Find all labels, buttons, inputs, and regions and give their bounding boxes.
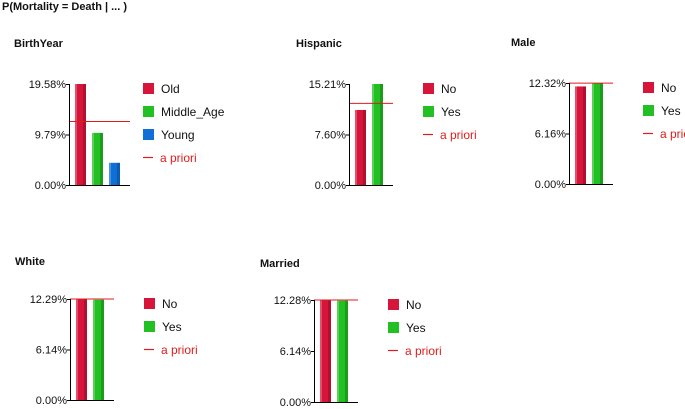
y-tick-label: 6.14% [280, 346, 311, 358]
chart-title: Married [260, 258, 300, 270]
chart-title: BirthYear [14, 38, 64, 50]
bar-highlight [592, 83, 594, 184]
legend-swatch-no [388, 299, 399, 310]
legend-label: Yes [162, 320, 182, 334]
bar-shade [363, 109, 366, 185]
bar-shade [117, 162, 120, 185]
legend-swatch-no [423, 83, 434, 94]
bar-highlight [93, 299, 95, 400]
legend-apriori-label: a priori [660, 127, 685, 141]
legend-apriori-label: a priori [405, 344, 442, 358]
bar-highlight [575, 86, 577, 184]
y-tick-label: 0.00% [535, 179, 566, 191]
bar-shade [84, 299, 87, 400]
bar-shade [380, 84, 383, 185]
legend-swatch-yes [388, 322, 399, 333]
legend-label: No [162, 297, 178, 311]
legend-swatch-old [143, 83, 154, 94]
legend-swatch-yes [144, 321, 155, 332]
legend-swatch-middle-age [143, 106, 154, 117]
legend-swatch-yes [423, 106, 434, 117]
legend-label: Young [161, 128, 195, 142]
legend-swatch-young [143, 129, 154, 140]
y-tick-label: 0.00% [36, 395, 67, 407]
bar-shade [345, 300, 348, 402]
chart-title: Male [511, 37, 535, 49]
bar-yes [337, 300, 348, 402]
bar-young [109, 162, 120, 185]
y-tick-label: 12.32% [529, 78, 567, 90]
bar-no [76, 299, 87, 400]
y-tick-label: 0.00% [280, 397, 311, 409]
bar-shade [600, 83, 603, 184]
legend-label: No [661, 81, 677, 95]
legend-swatch-no [643, 82, 654, 93]
y-tick-label: 6.14% [36, 345, 67, 357]
page-title: P(Mortality = Death | ... ) [2, 1, 128, 13]
y-tick-label: 15.21% [309, 79, 347, 91]
bar-no [320, 300, 331, 402]
legend-label: No [441, 82, 457, 96]
bar-highlight [372, 84, 374, 185]
y-tick-label: 19.58% [29, 79, 67, 91]
bar-yes [93, 299, 104, 400]
chart-title: White [15, 256, 45, 268]
bar-highlight [76, 299, 78, 400]
legend-swatch-yes [643, 105, 654, 116]
bar-no [355, 109, 366, 185]
bar-middle-age [92, 132, 103, 185]
legend-apriori-label: a priori [160, 151, 197, 165]
y-tick-label: 12.28% [274, 295, 312, 307]
bar-old [75, 84, 86, 185]
legend-label: Yes [406, 321, 426, 335]
legend-apriori-label: a priori [440, 128, 477, 142]
legend-label: Yes [661, 104, 681, 118]
bar-yes [372, 84, 383, 185]
legend-swatch-no [144, 298, 155, 309]
bar-yes [592, 83, 603, 184]
y-tick-label: 6.16% [535, 129, 566, 141]
bar-shade [328, 300, 331, 402]
bar-highlight [75, 84, 77, 185]
bar-shade [583, 86, 586, 184]
chart-title: Hispanic [296, 38, 342, 50]
bar-no [575, 86, 586, 184]
bar-shade [83, 84, 86, 185]
bar-highlight [320, 300, 322, 402]
bar-highlight [337, 300, 339, 402]
bar-highlight [109, 162, 111, 185]
bar-shade [101, 299, 104, 400]
legend-apriori-label: a priori [161, 343, 198, 357]
y-tick-label: 9.79% [35, 130, 66, 142]
y-tick-label: 0.00% [315, 180, 346, 192]
legend-label: Yes [441, 105, 461, 119]
bar-highlight [355, 109, 357, 185]
y-tick-label: 0.00% [35, 180, 66, 192]
bar-shade [100, 132, 103, 185]
y-tick-label: 7.60% [315, 130, 346, 142]
legend-label: No [406, 298, 422, 312]
y-tick-label: 12.29% [30, 294, 68, 306]
bar-highlight [92, 132, 94, 185]
legend-label: Old [161, 82, 180, 96]
legend-label: Middle_Age [161, 105, 225, 119]
